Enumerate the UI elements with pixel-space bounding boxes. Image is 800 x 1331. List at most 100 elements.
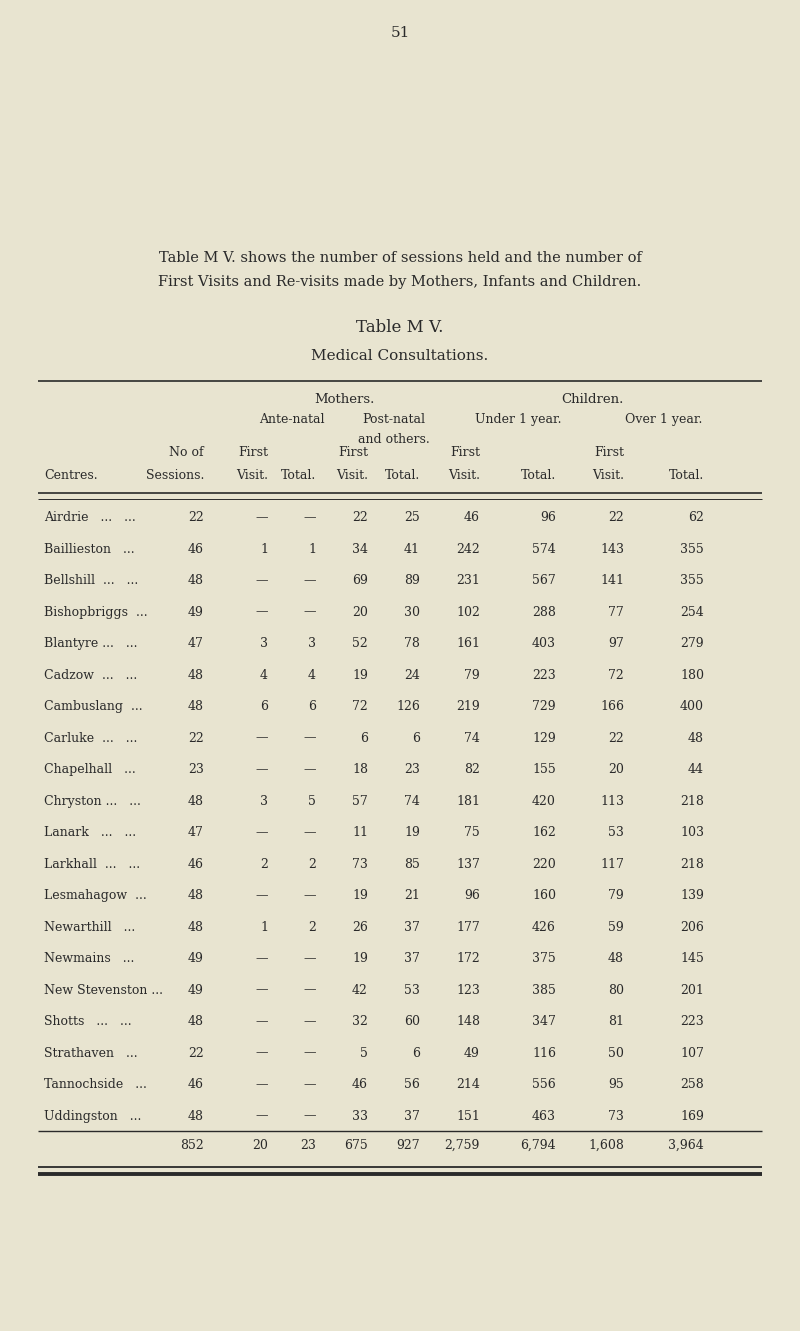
Text: —: — <box>303 732 316 744</box>
Text: Newarthill   ...: Newarthill ... <box>44 921 135 933</box>
Text: —: — <box>303 606 316 619</box>
Text: 675: 675 <box>344 1139 368 1153</box>
Text: 48: 48 <box>688 732 704 744</box>
Text: Under 1 year.: Under 1 year. <box>474 413 562 426</box>
Text: Airdrie   ...   ...: Airdrie ... ... <box>44 511 136 524</box>
Text: 107: 107 <box>680 1046 704 1059</box>
Text: 102: 102 <box>456 606 480 619</box>
Text: —: — <box>303 984 316 997</box>
Text: 258: 258 <box>680 1078 704 1091</box>
Text: 49: 49 <box>188 606 204 619</box>
Text: Baillieston   ...: Baillieston ... <box>44 543 134 555</box>
Text: First Visits and Re-visits made by Mothers, Infants and Children.: First Visits and Re-visits made by Mothe… <box>158 276 642 289</box>
Text: Sessions.: Sessions. <box>146 469 204 482</box>
Text: 48: 48 <box>188 795 204 808</box>
Text: 6: 6 <box>360 732 368 744</box>
Text: 355: 355 <box>680 543 704 555</box>
Text: —: — <box>303 574 316 587</box>
Text: Uddingston   ...: Uddingston ... <box>44 1110 142 1122</box>
Text: Centres.: Centres. <box>44 469 98 482</box>
Text: 161: 161 <box>456 638 480 650</box>
Text: Blantyre ...   ...: Blantyre ... ... <box>44 638 138 650</box>
Text: 96: 96 <box>540 511 556 524</box>
Text: —: — <box>303 1078 316 1091</box>
Text: —: — <box>255 511 268 524</box>
Text: 206: 206 <box>680 921 704 933</box>
Text: 355: 355 <box>680 574 704 587</box>
Text: 151: 151 <box>456 1110 480 1122</box>
Text: Mothers.: Mothers. <box>314 393 374 406</box>
Text: Post-natal: Post-natal <box>362 413 426 426</box>
Text: 18: 18 <box>352 763 368 776</box>
Text: 73: 73 <box>352 857 368 870</box>
Text: 48: 48 <box>188 889 204 902</box>
Text: 288: 288 <box>532 606 556 619</box>
Text: 129: 129 <box>532 732 556 744</box>
Text: 42: 42 <box>352 984 368 997</box>
Text: 927: 927 <box>396 1139 420 1153</box>
Text: Medical Consultations.: Medical Consultations. <box>311 349 489 363</box>
Text: —: — <box>255 606 268 619</box>
Text: —: — <box>255 1078 268 1091</box>
Text: 23: 23 <box>188 763 204 776</box>
Text: Ante-natal: Ante-natal <box>259 413 325 426</box>
Text: 25: 25 <box>404 511 420 524</box>
Text: 20: 20 <box>608 763 624 776</box>
Text: 2: 2 <box>308 857 316 870</box>
Text: 48: 48 <box>188 921 204 933</box>
Text: 60: 60 <box>404 1016 420 1028</box>
Text: Table M V. shows the number of sessions held and the number of: Table M V. shows the number of sessions … <box>158 252 642 265</box>
Text: Carluke  ...   ...: Carluke ... ... <box>44 732 138 744</box>
Text: 6: 6 <box>260 700 268 713</box>
Text: 420: 420 <box>532 795 556 808</box>
Text: 19: 19 <box>352 952 368 965</box>
Text: 89: 89 <box>404 574 420 587</box>
Text: 49: 49 <box>188 952 204 965</box>
Text: 53: 53 <box>608 827 624 839</box>
Text: 46: 46 <box>464 511 480 524</box>
Text: 103: 103 <box>680 827 704 839</box>
Text: 23: 23 <box>404 763 420 776</box>
Text: Larkhall  ...   ...: Larkhall ... ... <box>44 857 140 870</box>
Text: 20: 20 <box>352 606 368 619</box>
Text: —: — <box>255 1016 268 1028</box>
Text: 57: 57 <box>352 795 368 808</box>
Text: 242: 242 <box>456 543 480 555</box>
Text: 1: 1 <box>260 543 268 555</box>
Text: 48: 48 <box>188 700 204 713</box>
Text: 50: 50 <box>608 1046 624 1059</box>
Text: 77: 77 <box>608 606 624 619</box>
Text: 23: 23 <box>300 1139 316 1153</box>
Text: —: — <box>303 1016 316 1028</box>
Text: 11: 11 <box>352 827 368 839</box>
Text: 19: 19 <box>352 889 368 902</box>
Text: 556: 556 <box>532 1078 556 1091</box>
Text: 46: 46 <box>352 1078 368 1091</box>
Text: 172: 172 <box>456 952 480 965</box>
Text: —: — <box>255 763 268 776</box>
Text: 26: 26 <box>352 921 368 933</box>
Text: 79: 79 <box>464 668 480 681</box>
Text: 48: 48 <box>608 952 624 965</box>
Text: 30: 30 <box>404 606 420 619</box>
Text: 85: 85 <box>404 857 420 870</box>
Text: —: — <box>303 763 316 776</box>
Text: 2: 2 <box>308 921 316 933</box>
Text: 5: 5 <box>360 1046 368 1059</box>
Text: —: — <box>255 1110 268 1122</box>
Text: 49: 49 <box>188 984 204 997</box>
Text: 254: 254 <box>680 606 704 619</box>
Text: Total.: Total. <box>385 469 420 482</box>
Text: 123: 123 <box>456 984 480 997</box>
Text: 22: 22 <box>188 511 204 524</box>
Text: Total.: Total. <box>669 469 704 482</box>
Text: —: — <box>303 952 316 965</box>
Text: First: First <box>594 446 624 459</box>
Text: 48: 48 <box>188 668 204 681</box>
Text: —: — <box>303 827 316 839</box>
Text: 3: 3 <box>308 638 316 650</box>
Text: 33: 33 <box>352 1110 368 1122</box>
Text: Tannochside   ...: Tannochside ... <box>44 1078 147 1091</box>
Text: Children.: Children. <box>561 393 623 406</box>
Text: 37: 37 <box>404 1110 420 1122</box>
